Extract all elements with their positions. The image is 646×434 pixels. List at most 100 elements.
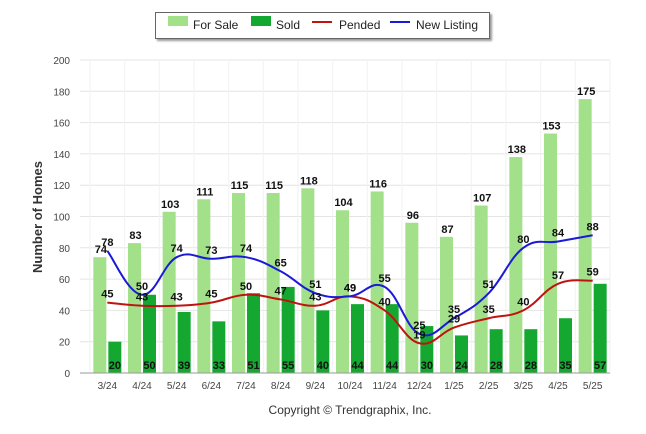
data-label-new-listing: 84 — [552, 228, 565, 240]
data-label-new-listing: 35 — [448, 304, 460, 316]
data-label-sold: 24 — [455, 360, 468, 372]
bar-sold — [455, 335, 468, 373]
data-label-sold: 40 — [317, 360, 329, 372]
bar-for-sale — [232, 193, 245, 373]
data-label-sold: 28 — [490, 360, 502, 372]
data-label-pended: 45 — [101, 289, 113, 301]
data-label-for-sale: 87 — [441, 224, 453, 236]
data-label-for-sale: 104 — [334, 197, 353, 209]
legend-label-new-listing: New Listing — [416, 18, 479, 32]
x-tick-label: 6/24 — [202, 381, 222, 392]
bar-sold — [524, 329, 538, 373]
data-label-sold: 51 — [247, 360, 259, 372]
bar-for-sale — [93, 257, 107, 373]
bar-sold — [316, 310, 330, 373]
x-tick-label: 8/24 — [271, 381, 291, 392]
y-tick-label: 20 — [59, 338, 71, 349]
data-label-sold: 20 — [109, 360, 121, 372]
bar-for-sale — [128, 243, 141, 373]
data-label-new-listing: 51 — [483, 279, 495, 291]
legend-swatch-for-sale — [168, 16, 188, 26]
x-tick-label: 3/24 — [98, 381, 118, 392]
x-tick-label: 12/24 — [407, 381, 432, 392]
data-label-pended: 49 — [344, 282, 356, 294]
line-new-listing — [106, 234, 593, 337]
copyright: Copyright © Trendgraphix, Inc. — [268, 403, 432, 417]
bar-sold — [212, 321, 226, 373]
y-tick-label: 100 — [53, 213, 70, 224]
data-label-for-sale: 74 — [95, 244, 108, 256]
bar-for-sale — [474, 205, 488, 373]
bars — [93, 99, 607, 373]
bar-for-sale — [162, 211, 176, 373]
y-tick-label: 60 — [59, 275, 71, 286]
bar-for-sale — [440, 236, 453, 373]
x-tick-label: 4/24 — [132, 381, 152, 392]
legend-line-pended — [312, 21, 332, 23]
bar-for-sale — [197, 199, 211, 373]
x-tick-label: 5/24 — [167, 381, 187, 392]
x-tick-label: 1/25 — [444, 381, 464, 392]
data-label-new-listing: 88 — [587, 221, 599, 233]
bar-for-sale — [370, 191, 384, 373]
x-tick-label: 7/24 — [236, 381, 256, 392]
data-label-new-listing: 50 — [136, 281, 148, 293]
bar-sold — [559, 318, 572, 373]
legend-swatch-sold — [251, 16, 271, 26]
x-tick-label: 4/25 — [548, 381, 568, 392]
bar-for-sale — [266, 193, 280, 373]
legend-label-sold: Sold — [276, 18, 301, 32]
data-label-sold: 50 — [143, 360, 155, 372]
bar-for-sale — [336, 210, 349, 373]
data-label-sold: 30 — [421, 360, 433, 372]
bar-sold — [247, 293, 260, 373]
data-label-new-listing: 73 — [205, 245, 217, 257]
data-label-for-sale: 83 — [129, 230, 141, 242]
data-label-pended: 35 — [483, 304, 495, 316]
data-label-for-sale: 175 — [577, 86, 595, 98]
data-label-for-sale: 107 — [473, 193, 491, 205]
data-label-new-listing: 49 — [344, 282, 356, 294]
data-label-sold: 33 — [213, 360, 225, 372]
x-tick-label: 10/24 — [337, 381, 362, 392]
bar-sold — [420, 326, 434, 373]
y-tick-label: 0 — [64, 369, 70, 380]
data-label-sold: 28 — [525, 360, 537, 372]
data-label-pended: 19 — [413, 329, 425, 341]
data-label-pended: 43 — [136, 292, 148, 304]
data-label-sold: 35 — [559, 360, 571, 372]
data-label-new-listing: 65 — [275, 257, 287, 269]
bar-sold — [177, 311, 191, 373]
data-label-pended: 57 — [552, 270, 564, 282]
bar-for-sale — [544, 133, 557, 373]
legend-label-pended: Pended — [339, 18, 381, 32]
data-label-sold: 55 — [282, 360, 294, 372]
data-label-sold: 39 — [178, 360, 190, 372]
bar-for-sale — [405, 222, 419, 373]
bar-sold — [351, 304, 364, 373]
data-label-pended: 59 — [587, 267, 599, 279]
data-label-for-sale: 96 — [407, 210, 419, 222]
x-tick-label: 11/24 — [373, 381, 398, 392]
data-label-pended: 29 — [448, 314, 460, 326]
y-tick-label: 200 — [53, 56, 70, 67]
bar-sold — [143, 294, 156, 373]
y-tick-label: 80 — [59, 244, 71, 255]
x-tick-label: 9/24 — [306, 381, 326, 392]
data-label-pended: 50 — [240, 281, 252, 293]
data-label-for-sale: 115 — [265, 180, 283, 192]
bar-sold — [593, 283, 607, 373]
data-label-pended: 40 — [517, 296, 529, 308]
data-label-new-listing: 80 — [517, 234, 529, 246]
bar-sold — [108, 341, 122, 373]
y-tick-label: 120 — [53, 181, 70, 192]
data-label-new-listing: 55 — [379, 273, 391, 285]
lines — [106, 234, 593, 345]
bar-sold — [281, 286, 295, 373]
x-tick-label: 3/25 — [514, 381, 534, 392]
data-label-for-sale: 138 — [508, 144, 526, 156]
y-tick-label: 40 — [59, 306, 71, 317]
data-label-pended: 43 — [171, 292, 183, 304]
bar-sold — [489, 329, 503, 373]
